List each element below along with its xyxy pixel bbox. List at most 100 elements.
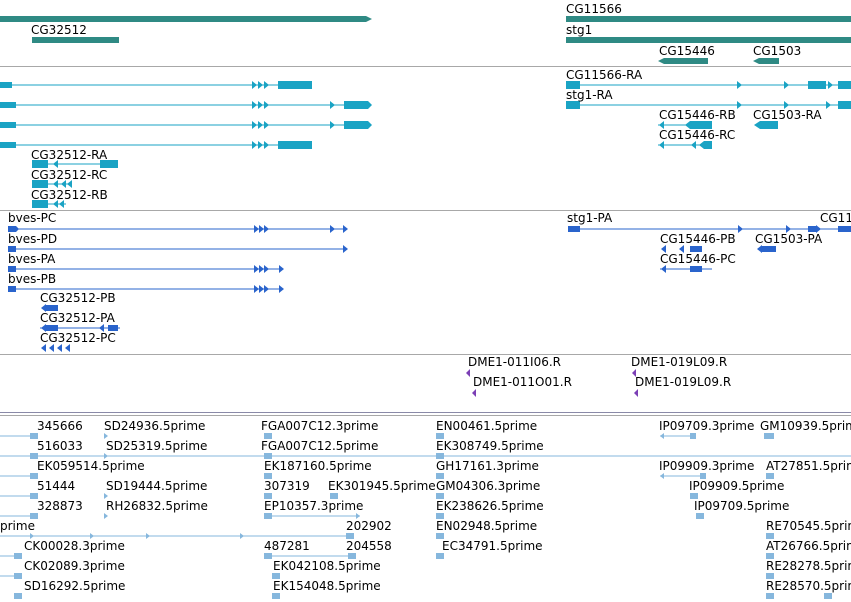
est-label[interactable]: IP09909.5prime [689,479,785,493]
gene-bar-bves[interactable] [0,16,366,22]
transcript-cg11566-ra[interactable] [566,81,851,89]
gene-bar-cg11566[interactable] [566,16,851,22]
translation-cg32512-pc[interactable] [41,344,70,352]
est-label[interactable]: IP09709.3prime [659,419,755,433]
translation-cg15446-pb[interactable] [661,245,702,253]
transcript-bves-3[interactable] [0,121,372,129]
gene-label[interactable]: CG15446 [659,44,715,58]
est-label[interactable]: AT27851.5prime [766,459,851,473]
translation-label[interactable]: bves-PA [8,252,56,266]
primer-label[interactable]: DME1-011I06.R [468,355,562,369]
est-label[interactable]: EN02948.5prime [436,519,538,533]
est-label[interactable]: EK059514.5prime [37,459,145,473]
est-label[interactable]: FGA007C12.5prime [261,439,379,453]
est-label[interactable]: CK02089.3prime [24,559,125,573]
transcript-label[interactable]: CG11566-RA [566,68,643,82]
est-row-1[interactable] [0,433,774,439]
est-label[interactable]: EK238626.5prime [436,499,544,513]
est-label[interactable]: 51444 [37,479,76,493]
est-label[interactable]: 202902 [346,519,392,533]
est-label[interactable]: GM04306.3prime [436,479,541,493]
est-label[interactable]: FGA007C12.3prime [261,419,379,433]
translation-label[interactable]: bves-PB [8,272,57,286]
est-label[interactable]: GH17161.3prime [436,459,539,473]
est-label[interactable]: IP09909.3prime [659,459,755,473]
est-row-9[interactable] [14,593,832,599]
est-label[interactable]: IP09709.5prime [694,499,790,513]
transcript-bves-4[interactable] [0,141,312,149]
transcript-cg32512-rb[interactable] [32,200,66,208]
est-label[interactable]: RE28570.5prime [766,579,851,593]
est-label[interactable]: RE70545.5prime [766,519,851,533]
transcript-label[interactable]: CG15446-RC [659,128,736,142]
gene-label[interactable]: CG11566 [566,2,622,16]
est-label[interactable]: 204558 [346,539,392,553]
transcript-cg15446-rc[interactable] [658,141,712,149]
translation-stg1-pa[interactable] [568,225,851,233]
primer-mark[interactable] [466,369,470,377]
gene-label[interactable]: CG1503 [753,44,802,58]
est-label[interactable]: 487281 [264,539,310,553]
est-label[interactable]: 345666 [37,419,83,433]
transcript-label[interactable]: CG32512-RC [31,168,108,182]
translation-bves-pd[interactable] [8,245,348,253]
transcript-cg32512-ra[interactable] [32,160,118,168]
est-label[interactable]: EK154048.5prime [273,579,381,593]
transcript-label[interactable]: CG1503-RA [753,108,822,122]
translation-label[interactable]: CG11 [820,211,851,225]
est-label[interactable]: 328873 [37,499,83,513]
transcript-label[interactable]: stg1-RA [566,88,613,102]
est-label[interactable]: prime [0,519,35,533]
transcript-bves-2[interactable] [0,101,372,109]
est-row-5[interactable] [0,513,704,519]
translation-bves-pc[interactable] [8,225,348,233]
translation-cg32512-pa[interactable] [40,324,120,332]
est-row-4[interactable] [0,493,698,499]
est-label[interactable]: RE28278.5prime [766,559,851,573]
est-row-2[interactable] [0,453,851,459]
translation-label[interactable]: CG32512-PC [40,331,116,345]
est-row-8[interactable] [0,573,774,579]
gene-bar-cg15446[interactable] [664,58,708,64]
primer-mark[interactable] [472,389,476,397]
est-label[interactable]: SD16292.5prime [24,579,126,593]
gene-label[interactable]: CG32512 [31,23,87,37]
est-row-6[interactable] [0,533,774,539]
transcript-label[interactable]: CG32512-RB [31,188,108,202]
est-label[interactable]: SD19444.5prime [106,479,208,493]
transcript-cg1503-ra[interactable] [754,121,778,129]
est-label[interactable]: EP10357.3prime [264,499,364,513]
est-label[interactable]: EK301945.5prime [328,479,436,493]
translation-cg1503-pa[interactable] [757,245,776,253]
est-label[interactable]: 307319 [264,479,310,493]
translation-label[interactable]: CG15446-PC [660,252,736,266]
translation-bves-pb[interactable] [8,285,284,293]
translation-cg15446-pc[interactable] [660,265,712,273]
primer-mark[interactable] [632,369,636,377]
est-label[interactable]: EK308749.5prime [436,439,544,453]
transcript-bves-1[interactable] [0,81,312,89]
transcript-cg15446-rb[interactable] [658,121,712,129]
est-label[interactable]: SD25319.5prime [106,439,208,453]
est-row-7[interactable] [0,553,774,559]
translation-label[interactable]: CG32512-PA [40,311,115,325]
gene-bar-stg1[interactable] [566,37,851,43]
translation-label[interactable]: CG1503-PA [755,232,823,246]
est-row-3[interactable] [0,473,774,479]
est-label[interactable]: SD24936.5prime [104,419,206,433]
est-label[interactable]: 516033 [37,439,83,453]
translation-cg32512-pb[interactable] [41,304,58,312]
transcript-stg1-ra[interactable] [566,101,851,109]
est-label[interactable]: RH26832.5prime [106,499,208,513]
gene-label[interactable]: stg1 [566,23,593,37]
est-label[interactable]: EK187160.5prime [264,459,372,473]
primer-label[interactable]: DME1-019L09.R [631,355,728,369]
transcript-label[interactable]: CG32512-RA [31,148,108,162]
translation-label[interactable]: stg1-PA [567,211,613,225]
est-label[interactable]: EC34791.5prime [442,539,543,553]
translation-label[interactable]: CG32512-PB [40,291,116,305]
est-label[interactable]: GM10939.5prime [760,419,851,433]
transcript-label[interactable]: CG15446-RB [659,108,736,122]
primer-mark[interactable] [634,389,638,397]
